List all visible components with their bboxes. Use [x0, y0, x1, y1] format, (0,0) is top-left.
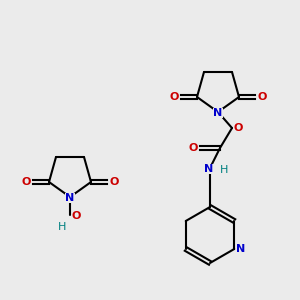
- Text: N: N: [236, 244, 245, 254]
- Text: O: O: [109, 177, 118, 187]
- Text: O: O: [257, 92, 266, 102]
- Text: N: N: [204, 164, 214, 174]
- Text: N: N: [65, 193, 75, 203]
- Text: O: O: [189, 143, 198, 153]
- Text: N: N: [213, 108, 223, 118]
- Text: O: O: [234, 123, 243, 133]
- Text: O: O: [169, 92, 179, 102]
- Text: O: O: [71, 211, 80, 221]
- Text: H: H: [58, 222, 66, 232]
- Text: H: H: [220, 165, 228, 175]
- Text: O: O: [22, 177, 31, 187]
